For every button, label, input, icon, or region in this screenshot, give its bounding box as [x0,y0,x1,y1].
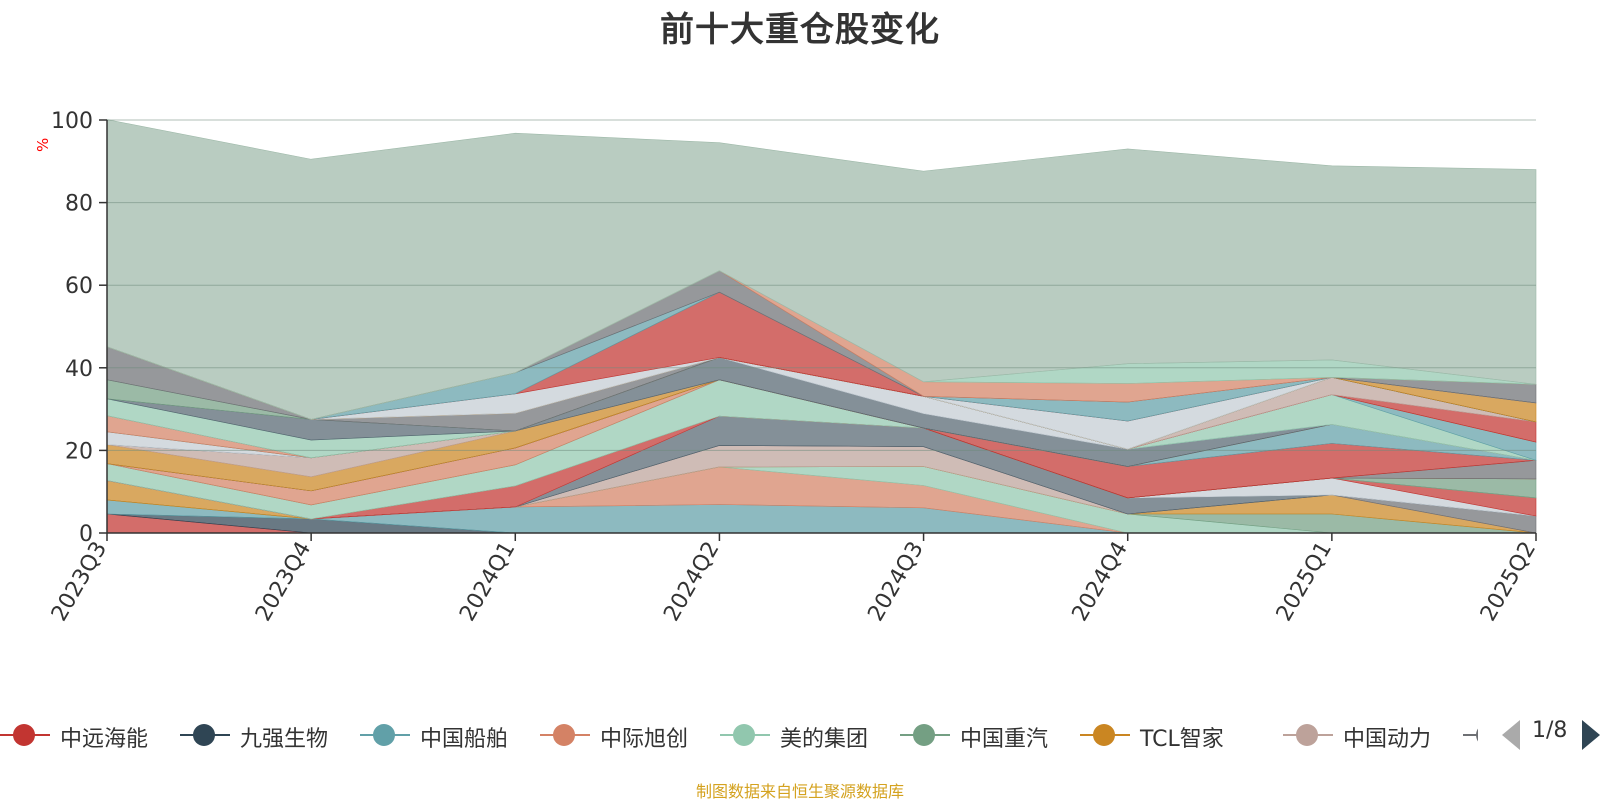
area-series-39 [106,119,1537,420]
legend-label: 中国船舶 [420,727,509,752]
legend-item[interactable]: 东 [1463,718,1478,752]
x-tick-label-7: 2025Q2 [1476,538,1541,626]
legend-line-icon [1463,734,1478,736]
stacked-area-chart: 0 20 40 60 80 100 2023Q3 2023Q4 2024Q1 2024Q2 2024… [47,109,1541,626]
legend-label: 中远海能 [60,727,149,752]
x-tick-label-6: 2025Q1 [1272,538,1337,626]
x-tick-label-4: 2024Q3 [863,538,928,626]
legend-circle-icon [373,724,395,746]
legend-label: 九强生物 [240,727,329,752]
triangle-right-icon[interactable] [1582,720,1600,750]
x-tick-label-3: 2024Q2 [659,538,724,626]
legend: 中远海能 九强生物 中国船舶 中际旭创 美的集团 中国重汽 TCL智家 中国动力 东 [0,718,1478,752]
legend-circle-icon [193,724,215,746]
legend-item[interactable]: TCL智家 [1080,718,1283,752]
x-tick-label-1: 2023Q4 [251,538,316,626]
chart-title: 前十大重仓股变化 [660,10,940,50]
legend-item[interactable]: 中国动力 [1283,718,1463,752]
y-tick-label-0: 0 [79,522,93,547]
legend-item[interactable]: 九强生物 [180,718,360,752]
legend-label: 中际旭创 [600,727,689,752]
y-tick-label-1: 20 [65,439,93,464]
triangle-left-icon[interactable] [1502,720,1520,750]
legend-circle-icon [13,724,35,746]
legend-circle-icon [1476,724,1478,746]
x-tick-label-5: 2024Q4 [1068,538,1133,626]
legend-circle-icon [553,724,575,746]
x-tick-label-2: 2024Q1 [455,538,520,626]
legend-label: 中国重汽 [960,727,1049,752]
legend-label: TCL智家 [1140,727,1224,752]
source-note: 制图数据来自恒生聚源数据库 [695,782,904,801]
legend-page-indicator: 1/8 [1532,718,1568,743]
legend-item[interactable]: 中国重汽 [900,718,1080,752]
legend-circle-icon [1093,724,1115,746]
legend-label: 中国动力 [1343,727,1432,752]
legend-circle-icon [733,724,755,746]
legend-item[interactable]: 中国船舶 [360,718,540,752]
legend-circle-icon [1296,724,1318,746]
x-tick-label-0: 2023Q3 [47,538,112,626]
legend-item[interactable]: 中远海能 [0,718,180,752]
legend-item[interactable]: 美的集团 [720,718,900,752]
y-tick-label-4: 80 [65,192,93,217]
y-tick-label-3: 60 [65,274,93,299]
legend-label: 美的集团 [780,727,869,752]
legend-circle-icon [913,724,935,746]
y-tick-label-2: 40 [65,357,93,382]
y-tick-label-5: 100 [51,109,93,134]
legend-item[interactable]: 中际旭创 [540,718,720,752]
